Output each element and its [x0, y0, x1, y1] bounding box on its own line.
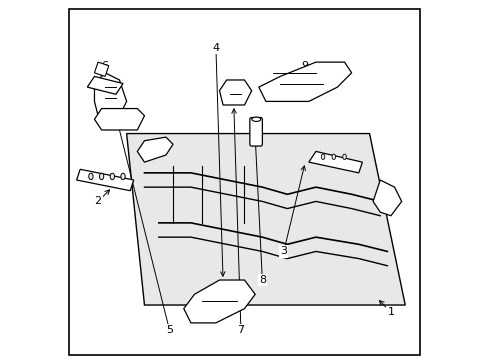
Text: 6: 6	[102, 61, 108, 71]
Polygon shape	[258, 62, 351, 102]
Text: 1: 1	[386, 307, 394, 317]
Text: 4: 4	[212, 43, 219, 53]
Polygon shape	[137, 137, 173, 162]
Ellipse shape	[331, 154, 335, 159]
FancyBboxPatch shape	[249, 117, 262, 146]
Text: 8: 8	[258, 275, 265, 285]
Polygon shape	[77, 169, 134, 191]
Text: 5: 5	[165, 325, 173, 335]
Text: 9: 9	[301, 61, 308, 71]
Text: 3: 3	[280, 247, 287, 256]
Text: 7: 7	[237, 325, 244, 335]
Polygon shape	[308, 152, 362, 173]
Polygon shape	[87, 76, 123, 94]
Polygon shape	[372, 180, 401, 216]
Ellipse shape	[110, 173, 114, 180]
Text: 2: 2	[94, 197, 102, 206]
Ellipse shape	[121, 173, 125, 180]
Polygon shape	[94, 109, 144, 130]
Polygon shape	[94, 62, 108, 76]
Polygon shape	[94, 73, 126, 116]
Ellipse shape	[342, 154, 346, 159]
Ellipse shape	[251, 117, 260, 121]
Polygon shape	[183, 280, 255, 323]
Ellipse shape	[321, 154, 324, 159]
Polygon shape	[219, 80, 251, 105]
Ellipse shape	[88, 173, 93, 180]
Ellipse shape	[99, 173, 103, 180]
Polygon shape	[126, 134, 405, 305]
